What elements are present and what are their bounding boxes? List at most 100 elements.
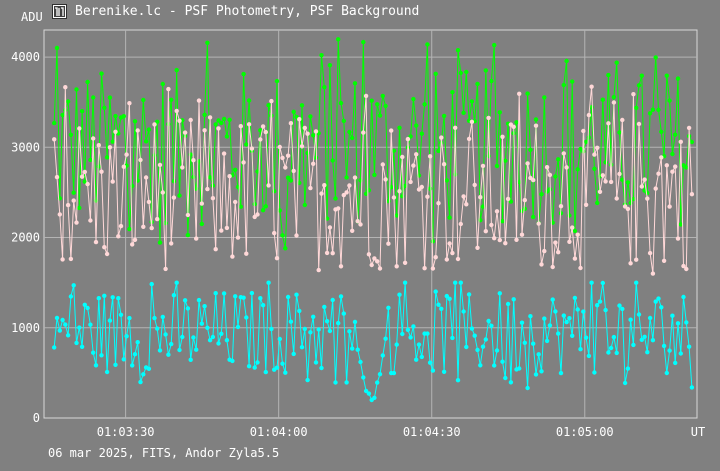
series-2-point — [670, 169, 675, 174]
series-1-point — [586, 135, 592, 140]
series-1-point — [689, 139, 695, 145]
series-2-point — [511, 124, 516, 129]
series-3-point — [157, 348, 163, 353]
series-2-point — [656, 171, 661, 176]
series-1-point — [656, 107, 661, 113]
series-3-point — [684, 320, 689, 325]
series-3-point — [166, 352, 171, 357]
series-3-point — [455, 378, 461, 383]
series-2-point — [288, 121, 294, 126]
series-3-point — [544, 338, 550, 344]
series-1-point — [280, 233, 285, 238]
series-3-point — [480, 344, 486, 349]
series-3-point — [252, 365, 257, 370]
series-1-point — [492, 42, 497, 48]
series-2-point — [422, 266, 427, 271]
series-1-point — [113, 113, 118, 119]
series-1-point — [327, 62, 333, 68]
series-2-point — [99, 169, 104, 174]
series-1-point — [102, 105, 107, 111]
series-2-point — [570, 225, 575, 230]
series-3-point — [433, 289, 438, 294]
series-1-point — [185, 232, 191, 238]
series-2-point — [366, 252, 372, 257]
light-curve-app-icon[interactable] — [52, 4, 67, 19]
series-3-point — [586, 353, 592, 359]
series-1-point — [322, 85, 327, 90]
series-2-point — [294, 233, 299, 238]
series-1-point — [68, 132, 74, 137]
series-1-point — [71, 190, 76, 195]
series-1-point — [377, 113, 383, 118]
series-3-point — [355, 347, 360, 352]
series-3-point — [266, 280, 271, 285]
series-1-point — [361, 39, 366, 45]
series-3-point — [620, 306, 625, 312]
series-1-point — [514, 120, 519, 125]
series-3-point — [146, 366, 152, 371]
series-1-point — [497, 110, 502, 115]
series-3-point — [283, 370, 288, 375]
series-1-point — [258, 128, 263, 133]
series-2-point — [372, 256, 377, 261]
series-2-point — [433, 255, 438, 260]
series-2-point — [166, 86, 171, 92]
series-2-point — [597, 189, 603, 194]
series-3-point — [556, 331, 561, 336]
series-2-point — [453, 125, 458, 130]
series-3-point — [478, 363, 483, 368]
series-3-point — [400, 331, 405, 337]
series-3-point — [322, 304, 327, 310]
series-1-point — [528, 147, 533, 152]
series-1-point — [433, 71, 438, 77]
series-3-point — [427, 360, 433, 365]
series-3-point — [511, 297, 516, 302]
series-3-point — [113, 362, 118, 367]
series-3-point — [503, 375, 508, 381]
series-1-point — [146, 127, 152, 132]
series-1-point — [107, 95, 113, 100]
series-3-point — [135, 340, 140, 345]
series-3-point — [54, 315, 60, 321]
series-2-point — [88, 218, 93, 223]
series-2-point — [375, 259, 380, 264]
series-1-point — [330, 158, 335, 163]
series-3-point — [528, 314, 533, 319]
series-3-point — [160, 314, 165, 320]
series-2-point — [241, 160, 246, 165]
series-3-point — [319, 365, 324, 371]
series-3-point — [199, 321, 204, 326]
series-3-point — [634, 280, 639, 285]
series-3-point — [241, 295, 246, 300]
series-3-point — [675, 321, 681, 326]
series-3-point — [230, 358, 235, 364]
series-1-point — [634, 105, 639, 111]
series-1-point — [152, 153, 157, 158]
series-2-point — [283, 165, 288, 170]
series-1-point — [241, 71, 246, 77]
series-1-point — [508, 199, 514, 204]
series-2-point — [327, 225, 333, 230]
series-2-point — [155, 216, 160, 222]
series-2-point — [628, 261, 633, 266]
series-3-point — [57, 328, 62, 333]
series-3-point — [380, 353, 385, 358]
series-1-point — [65, 99, 71, 104]
series-2-point — [235, 235, 241, 240]
series-2-point — [536, 221, 541, 226]
series-3-point — [553, 309, 558, 314]
series-3-point — [352, 319, 358, 325]
series-2-point — [65, 202, 71, 208]
series-2-point — [216, 126, 221, 131]
series-1-point — [199, 221, 204, 227]
series-1-point — [673, 132, 678, 137]
series-2-point — [110, 179, 115, 184]
series-3-point — [213, 291, 218, 296]
series-1-point — [572, 228, 578, 234]
x-tick-label: 01:03:30 — [97, 425, 155, 439]
series-1-point — [617, 130, 622, 135]
series-1-point — [564, 58, 569, 64]
series-1-point — [207, 175, 213, 180]
series-1-point — [191, 174, 196, 180]
series-3-point — [324, 319, 330, 324]
